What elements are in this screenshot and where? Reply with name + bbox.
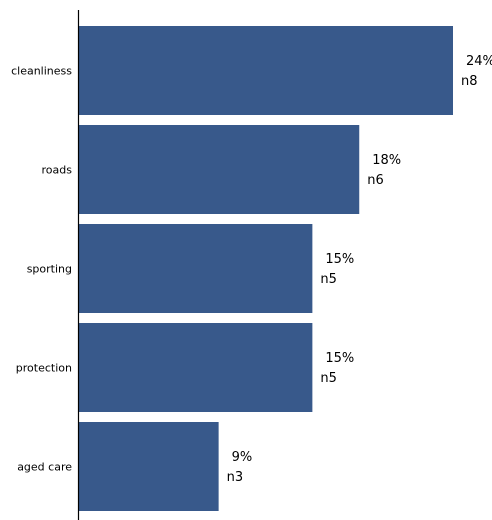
bars-layer xyxy=(78,26,453,511)
bar-sporting xyxy=(78,224,313,313)
count-label: n3 xyxy=(227,470,244,485)
category-label: roads xyxy=(42,164,73,177)
bar-roads xyxy=(78,125,360,214)
count-label: n6 xyxy=(367,173,384,188)
labels-layer: cleanliness 24% n8 roads 18% n6 sporting 15% n5 p… xyxy=(11,54,492,485)
count-label: n5 xyxy=(320,272,337,287)
bar-protection xyxy=(78,323,313,412)
percent-label: 15% xyxy=(325,252,354,267)
count-label: n8 xyxy=(461,74,478,89)
category-label: aged care xyxy=(17,461,72,474)
bar-cleanliness xyxy=(78,26,453,115)
count-label: n5 xyxy=(320,371,337,386)
bar-aged-care xyxy=(78,422,219,511)
category-label: cleanliness xyxy=(11,65,72,78)
percent-label: 9% xyxy=(232,450,253,465)
category-label: protection xyxy=(16,362,72,375)
percent-label: 15% xyxy=(325,351,354,366)
category-label: sporting xyxy=(27,263,72,276)
percent-label: 24% xyxy=(466,54,492,69)
percent-label: 18% xyxy=(372,153,401,168)
